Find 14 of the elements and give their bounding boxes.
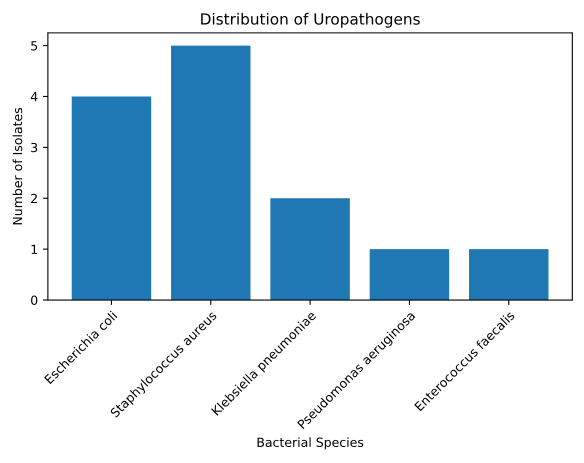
y-tick-label: 4 (30, 92, 38, 102)
y-tick-label: 1 (32, 244, 38, 254)
x-axis-title: Bacterial Species (258, 437, 364, 450)
y-tick-label: 3 (31, 142, 38, 152)
chart-title: Distribution of Uropathogens (201, 12, 420, 28)
y-tick-label: 0 (31, 295, 38, 305)
bar (370, 249, 450, 300)
bar (171, 46, 251, 300)
bar (469, 249, 548, 300)
bar (72, 96, 152, 300)
y-tick-label: 2 (31, 194, 37, 203)
y-axis-title: Number of Isolates (12, 108, 22, 224)
y-tick-label: 5 (31, 41, 38, 51)
bar (270, 198, 350, 300)
